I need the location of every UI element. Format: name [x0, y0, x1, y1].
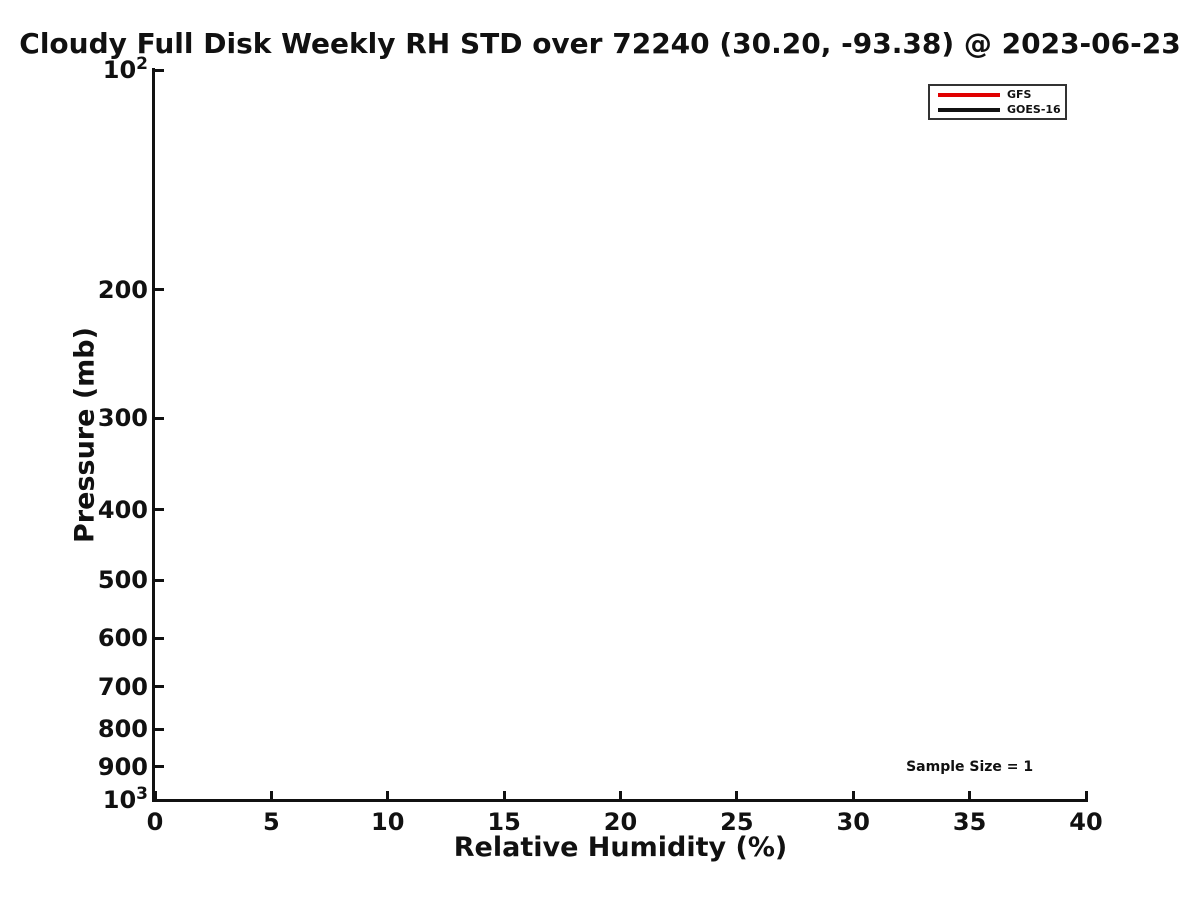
- x-tick: [502, 791, 506, 800]
- y-tick-label: 300: [97, 404, 148, 433]
- x-tick: [1084, 791, 1088, 800]
- x-tick-label: 25: [720, 808, 754, 836]
- chart-title: Cloudy Full Disk Weekly RH STD over 7224…: [19, 27, 1181, 60]
- x-tick: [851, 791, 855, 800]
- x-axis-spine: [152, 799, 1088, 802]
- x-tick-label: 40: [1069, 808, 1103, 836]
- x-tick: [153, 791, 157, 800]
- legend-line-sample: [938, 92, 1000, 97]
- x-tick: [619, 791, 622, 800]
- x-tick: [735, 791, 739, 800]
- y-tick: [155, 685, 164, 689]
- legend-entry: GOES-16: [938, 103, 1065, 116]
- x-tick: [269, 791, 273, 800]
- legend-entry: GFS: [938, 88, 1065, 101]
- y-tick-label: 400: [97, 495, 148, 524]
- y-tick: [155, 765, 164, 769]
- y-tick-label: 500: [97, 566, 148, 595]
- x-axis-label: Relative Humidity (%): [453, 832, 788, 863]
- y-tick-label: 103: [102, 784, 148, 815]
- y-tick: [155, 288, 164, 292]
- y-tick-label: 102: [102, 54, 148, 85]
- y-tick-label: 700: [97, 672, 148, 701]
- y-axis-spine: [152, 68, 155, 802]
- y-tick-label: 900: [97, 752, 148, 781]
- y-tick: [155, 68, 164, 72]
- y-tick-label: 800: [97, 715, 148, 744]
- legend-label: GFS: [1007, 88, 1032, 101]
- legend-line-sample: [938, 107, 1000, 112]
- y-tick: [155, 727, 164, 731]
- y-tick: [155, 416, 164, 420]
- x-tick-label: 20: [603, 808, 638, 836]
- legend: GFS GOES-16: [928, 84, 1067, 120]
- x-tick: [968, 791, 972, 800]
- y-tick-label: 600: [97, 624, 148, 653]
- x-tick-label: 0: [146, 808, 164, 836]
- sample-size-annotation: Sample Size = 1: [906, 758, 1034, 775]
- x-tick-label: 30: [836, 808, 870, 836]
- x-tick-label: 35: [952, 808, 987, 836]
- y-tick: [155, 636, 164, 640]
- x-tick: [386, 791, 390, 800]
- x-tick-label: 5: [263, 808, 280, 836]
- y-tick-label: 200: [97, 275, 148, 304]
- y-tick: [155, 578, 164, 582]
- y-tick: [155, 798, 164, 802]
- legend-label: GOES-16: [1007, 103, 1061, 116]
- x-tick-label: 10: [371, 808, 405, 836]
- y-tick: [155, 508, 164, 511]
- x-tick-label: 15: [487, 808, 521, 836]
